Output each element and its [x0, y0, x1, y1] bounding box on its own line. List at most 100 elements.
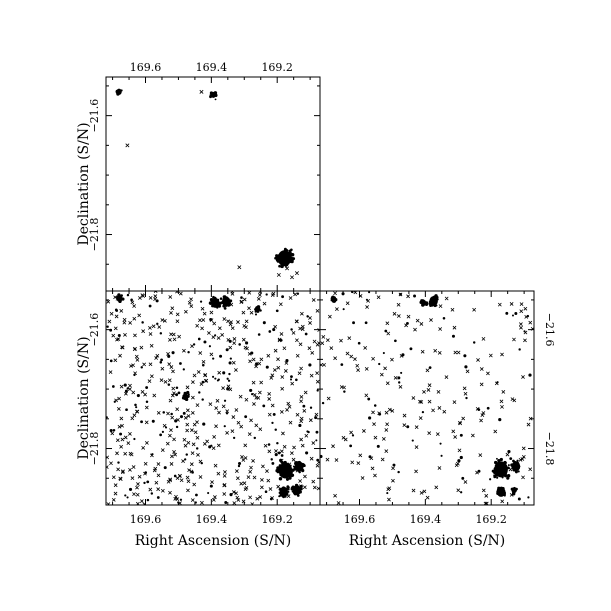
data-point-dot: [244, 415, 248, 419]
data-point-cross: [175, 319, 180, 324]
data-point-dot: [183, 396, 187, 401]
data-point-cross: [456, 488, 461, 493]
data-point-dot: [217, 298, 220, 301]
data-point-cross: [160, 448, 165, 453]
data-point-dot: [279, 259, 282, 263]
data-point-cross: [128, 383, 132, 388]
data-point-dot: [289, 464, 292, 467]
data-point-dot: [497, 486, 501, 491]
data-point-dot: [331, 295, 335, 299]
data-point-cross: [186, 440, 191, 445]
data-point-cross: [300, 327, 305, 332]
data-point-cross: [135, 485, 139, 490]
data-point-cross: [280, 386, 285, 391]
data-point-dot: [332, 299, 337, 303]
data-point-cross: [267, 397, 272, 401]
data-point-cross: [132, 304, 137, 308]
data-point-cross: [434, 485, 439, 490]
data-point-cross: [195, 323, 200, 328]
data-point-cross: [130, 300, 135, 305]
data-point-cross: [528, 467, 533, 472]
data-point-cross: [461, 416, 466, 421]
data-point-cross: [315, 379, 320, 384]
data-point-dot: [185, 453, 188, 456]
data-point-dot: [297, 461, 301, 465]
data-point-cross: [235, 495, 240, 500]
data-point-cross: [234, 368, 238, 372]
data-point-dot: [161, 430, 164, 434]
data-point-cross: [277, 338, 282, 343]
data-point-cross: [106, 465, 109, 469]
data-point-cross: [360, 476, 365, 480]
data-point-cross: [289, 451, 294, 456]
data-point-cross: [386, 487, 391, 492]
data-point-cross: [444, 375, 449, 379]
data-point-dot: [298, 470, 301, 474]
data-point-cross: [220, 332, 225, 337]
data-point-dot: [425, 301, 429, 305]
data-point-cross: [387, 407, 392, 412]
data-point-cross: [422, 390, 426, 394]
data-point-dot: [238, 462, 242, 466]
data-point-cross: [182, 437, 187, 442]
data-point-cross: [111, 497, 116, 502]
data-point-cross: [133, 333, 137, 338]
data-point-dot: [411, 439, 414, 442]
data-point-cross: [216, 336, 221, 340]
data-point-dot: [286, 485, 290, 489]
data-point-dot: [287, 490, 290, 493]
data-point-dot: [217, 304, 222, 308]
data-point-dot: [117, 333, 121, 337]
data-point-cross: [156, 410, 161, 415]
data-point-dot: [283, 471, 286, 473]
data-point-dot: [501, 464, 505, 467]
plot-frame: [105, 290, 321, 506]
data-point-cross: [133, 371, 138, 376]
data-point-dot: [245, 341, 249, 345]
data-point-dot: [229, 493, 233, 497]
data-point-dot: [214, 301, 218, 305]
data-point-cross: [414, 445, 419, 450]
data-point-dot: [140, 366, 143, 369]
data-point-cross: [252, 392, 257, 397]
data-point-cross: [270, 403, 275, 408]
data-point-dot: [238, 343, 241, 346]
data-point-dot: [276, 256, 280, 260]
data-point-dot: [124, 494, 127, 497]
data-point-cross: [452, 400, 457, 404]
data-point-cross: [251, 380, 256, 385]
data-point-cross: [267, 391, 272, 396]
data-point-cross: [500, 499, 505, 504]
data-point-cross: [521, 454, 526, 459]
data-point-cross: [131, 465, 136, 469]
data-point-cross: [494, 381, 499, 386]
data-point-cross: [265, 469, 269, 473]
data-point-cross: [192, 422, 197, 427]
data-point-dot: [486, 406, 490, 410]
data-point-dot: [399, 293, 402, 296]
data-point-cross: [109, 461, 113, 466]
data-point-dot: [516, 465, 520, 469]
data-point-cross: [157, 325, 162, 329]
data-point-cross: [413, 327, 417, 332]
data-point-cross: [141, 445, 146, 450]
data-point-cross: [190, 451, 195, 456]
data-point-cross: [379, 372, 384, 377]
data-point-cross: [212, 435, 217, 439]
data-point-cross: [280, 375, 285, 379]
data-point-cross: [175, 407, 180, 412]
data-point-dot: [316, 389, 319, 392]
data-point-dot: [270, 458, 273, 461]
data-layer: [320, 291, 534, 505]
data-point-cross: [151, 324, 156, 329]
data-point-cross: [248, 359, 252, 364]
data-point-dot: [398, 381, 401, 384]
data-point-cross: [172, 391, 176, 396]
data-point-cross: [111, 475, 116, 480]
data-point-cross: [211, 335, 216, 339]
data-point-dot: [498, 472, 502, 476]
data-point-cross: [183, 415, 188, 420]
data-point-dot: [457, 459, 461, 463]
